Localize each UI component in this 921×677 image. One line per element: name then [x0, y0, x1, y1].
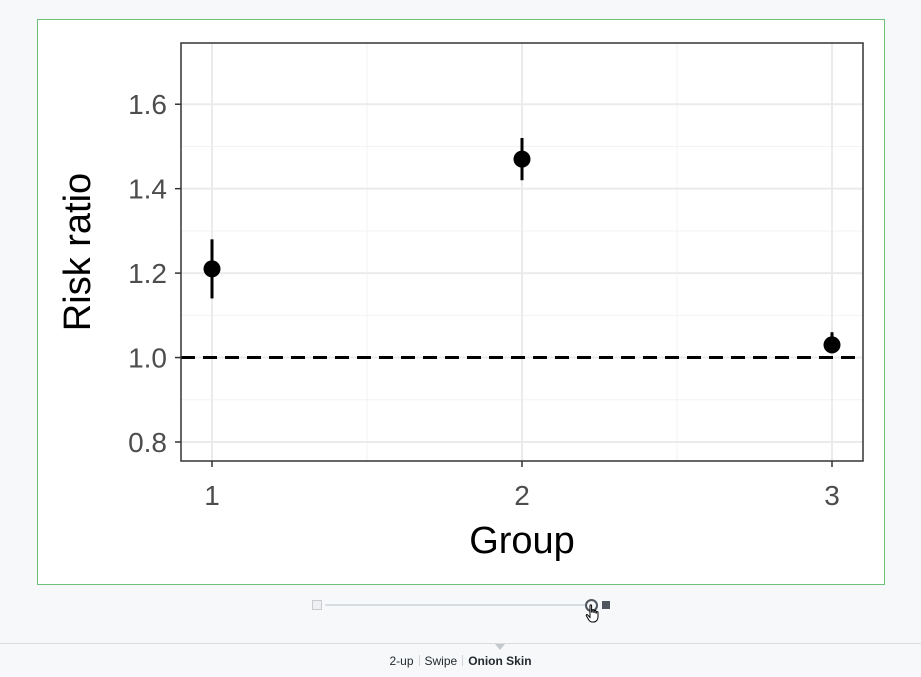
image-frame: 0.8 1.0 1.2 1.4 1.6 1 2 3 Group Risk ratio — [37, 19, 885, 585]
y-tick-label: 1.4 — [128, 174, 167, 205]
y-tick-label: 0.8 — [128, 427, 167, 458]
mode-onion-skin-tab[interactable]: Onion Skin — [468, 654, 532, 668]
y-tick-label: 1.0 — [128, 343, 167, 374]
mode-swipe-tab[interactable]: Swipe — [424, 654, 458, 668]
view-mode-bar: 2-up Swipe Onion Skin — [0, 643, 921, 677]
y-axis-title: Risk ratio — [57, 173, 99, 331]
mode-separator — [462, 655, 464, 666]
x-tick-label: 3 — [824, 480, 840, 511]
x-axis-title: Group — [469, 520, 575, 562]
x-tick-label: 1 — [204, 480, 220, 511]
y-tick-label: 1.6 — [128, 89, 167, 120]
onion-skin-slider[interactable] — [310, 598, 615, 614]
mode-separator — [418, 655, 420, 666]
risk-ratio-chart: 0.8 1.0 1.2 1.4 1.6 1 2 3 Group Risk ratio — [57, 42, 864, 562]
y-tick-label: 1.2 — [128, 258, 167, 289]
slider-track[interactable] — [325, 604, 591, 606]
hand-cursor-icon — [585, 604, 599, 623]
data-point — [823, 336, 841, 354]
view-mode-tabs: 2-up Swipe Onion Skin — [0, 654, 921, 668]
after-image-icon[interactable] — [602, 601, 610, 609]
data-point — [203, 260, 221, 278]
before-image-icon[interactable] — [312, 600, 322, 610]
active-mode-caret-icon — [495, 644, 505, 650]
x-tick-label: 2 — [514, 480, 530, 511]
data-point — [513, 150, 531, 168]
mode-2up-tab[interactable]: 2-up — [389, 654, 414, 668]
